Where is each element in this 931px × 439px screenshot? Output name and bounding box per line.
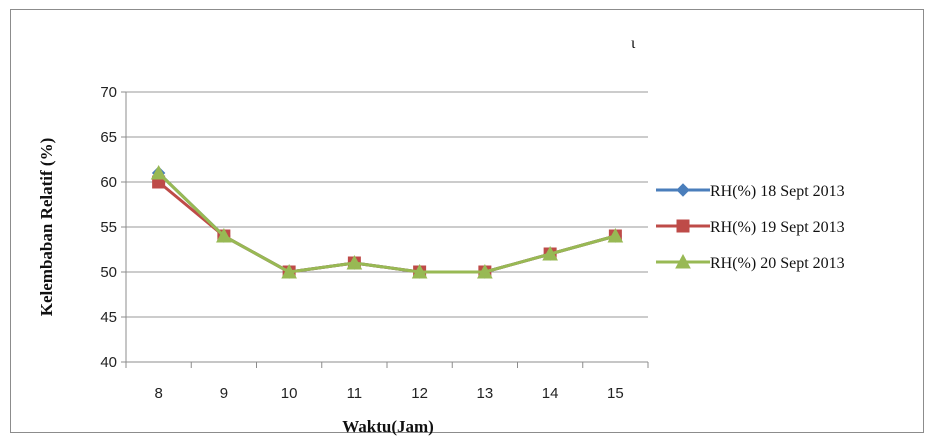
axes — [121, 91, 649, 368]
x-tick-label-12: 12 — [411, 385, 428, 402]
data-point-s3-15 — [607, 227, 624, 243]
x-tick-label-10: 10 — [281, 385, 298, 402]
legend-entry-3: RH(%) 20 Sept 2013 — [656, 253, 845, 272]
x-tick-label-8: 8 — [154, 385, 162, 402]
legend-marker-1 — [676, 183, 690, 197]
data-point-s3-9 — [216, 227, 232, 243]
legend-entry-2: RH(%) 19 Sept 2013 — [656, 219, 845, 236]
y-tick-label-65: 65 — [100, 129, 117, 146]
data-point-s3-12 — [411, 263, 428, 279]
data-point-s3-8 — [150, 164, 167, 180]
series-group — [150, 164, 624, 279]
legend-label-2: RH(%) 19 Sept 2013 — [710, 219, 845, 236]
y-tick-label-50: 50 — [100, 264, 117, 281]
legend-entry-1: RH(%) 18 Sept 2013 — [656, 183, 845, 200]
y-tick-label-55: 55 — [100, 219, 117, 236]
x-tick-label-14: 14 — [542, 385, 559, 402]
y-tick-label-60: 60 — [100, 174, 117, 191]
y-tick-label-40: 40 — [100, 354, 117, 371]
x-tick-labels: 8 9 10 11 12 13 14 15 — [154, 385, 623, 402]
series-line-3 — [157, 171, 616, 274]
y-axis-title: Kelembaban Relatif (%) — [37, 138, 56, 316]
legend-marker-3 — [675, 253, 691, 269]
y-tick-labels: 40 45 50 55 60 65 70 — [100, 84, 117, 371]
x-tick-label-11: 11 — [347, 385, 363, 402]
legend-label-1: RH(%) 18 Sept 2013 — [710, 183, 845, 200]
y-tick-label-70: 70 — [100, 84, 117, 101]
series-1 — [151, 166, 623, 279]
legend: RH(%) 18 Sept 2013 RH(%) 19 Sept 2013 RH(%… — [656, 183, 845, 272]
data-point-s3-10 — [281, 263, 297, 279]
data-point-s3-14 — [542, 245, 558, 261]
data-point-s3-13 — [477, 263, 493, 279]
series-3 — [150, 164, 624, 279]
legend-marker-2 — [676, 219, 690, 233]
x-tick-label-9: 9 — [220, 385, 228, 402]
stray-text-mark: ι — [631, 35, 636, 52]
x-tick-label-13: 13 — [477, 385, 494, 402]
x-tick-label-15: 15 — [607, 385, 624, 402]
grid-lines — [126, 91, 648, 318]
data-point-s3-11 — [346, 254, 363, 270]
y-tick-label-45: 45 — [100, 309, 117, 326]
legend-label-3: RH(%) 20 Sept 2013 — [710, 255, 845, 272]
x-axis-title: Waktu(Jam) — [342, 417, 434, 436]
